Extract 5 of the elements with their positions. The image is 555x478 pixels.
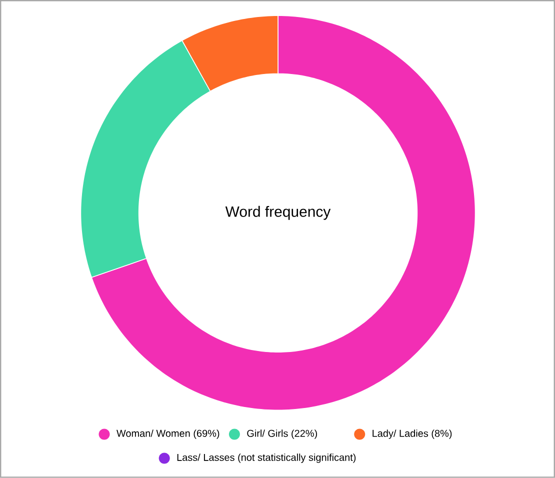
legend-label: Lady/ Ladies (8%) — [372, 430, 452, 439]
legend-label: Woman/ Women (69%) — [116, 430, 220, 439]
legend-label: Girl/ Girls (22%) — [247, 430, 317, 439]
text: Word frequency — [225, 206, 331, 220]
legend-label: Lass/ Lasses (not statistically significant) — [177, 454, 356, 463]
